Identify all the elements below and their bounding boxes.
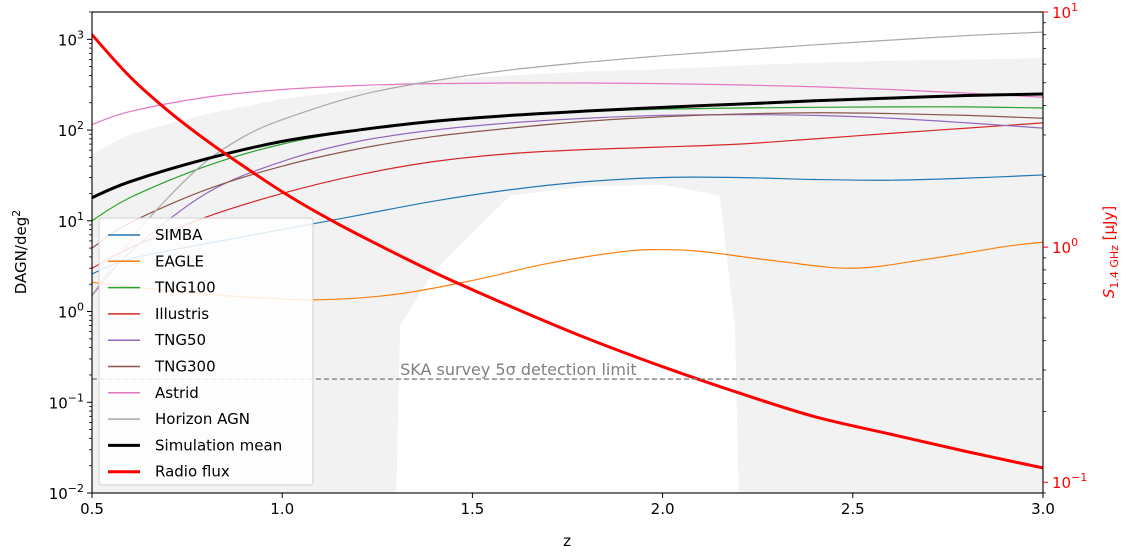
legend-label: SIMBA [155, 226, 203, 244]
legend-label: Radio flux [155, 463, 230, 481]
y-axis-title: DAGN/deg2 [10, 210, 30, 294]
y-tick-label: 10−2 [49, 482, 84, 503]
x-tick-label: 1.5 [460, 500, 484, 518]
series-line-tng50 [92, 114, 1043, 297]
series-line-horizon-agn [92, 31, 1043, 297]
y-tick-label: 10−1 [49, 391, 84, 412]
y-tick-label: 101 [58, 210, 84, 231]
x-axis-title: z [563, 532, 571, 550]
x-tick-label: 2.5 [841, 500, 865, 518]
legend-label: Illustris [155, 305, 209, 323]
x-tick-label: 1.0 [270, 500, 294, 518]
y2-tick-label: 10−1 [1052, 471, 1087, 492]
x-tick-label: 2.0 [651, 500, 675, 518]
series-line-simulation-mean [92, 92, 1043, 200]
y2-tick-label: 100 [1052, 236, 1078, 257]
legend-label: TNG300 [154, 358, 216, 376]
legend-label: TNG50 [154, 331, 206, 349]
legend-label: TNG100 [154, 279, 216, 297]
legend-label: Astrid [155, 384, 199, 402]
series-line-radio-flux [92, 33, 1043, 470]
x-tick-label: 3.0 [1031, 500, 1055, 518]
legend-box [98, 217, 314, 486]
y-tick-label: 100 [58, 301, 84, 322]
detection-limit-label: SKA survey 5σ detection limit [400, 360, 637, 379]
y2-tick-label: 101 [1052, 1, 1078, 22]
y-tick-label: 103 [58, 28, 84, 49]
y-tick-label: 102 [58, 119, 84, 140]
spread-band [92, 58, 1043, 493]
y2-axis-title: S1.4 GHz [μJy] [1100, 206, 1121, 298]
series-line-astrid [92, 82, 1043, 126]
legend-label: EAGLE [155, 252, 204, 270]
series-line-illustris [92, 122, 1043, 269]
plot-frame [91, 11, 1044, 494]
series-line-tng300 [92, 112, 1043, 249]
x-tick-label: 0.5 [80, 500, 104, 518]
legend-label: Simulation mean [155, 436, 282, 454]
legend-label: Horizon AGN [155, 410, 250, 428]
